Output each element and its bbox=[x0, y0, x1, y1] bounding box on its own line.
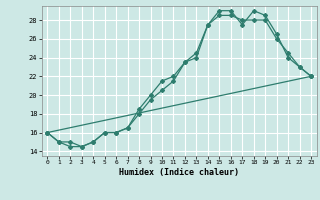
X-axis label: Humidex (Indice chaleur): Humidex (Indice chaleur) bbox=[119, 168, 239, 177]
